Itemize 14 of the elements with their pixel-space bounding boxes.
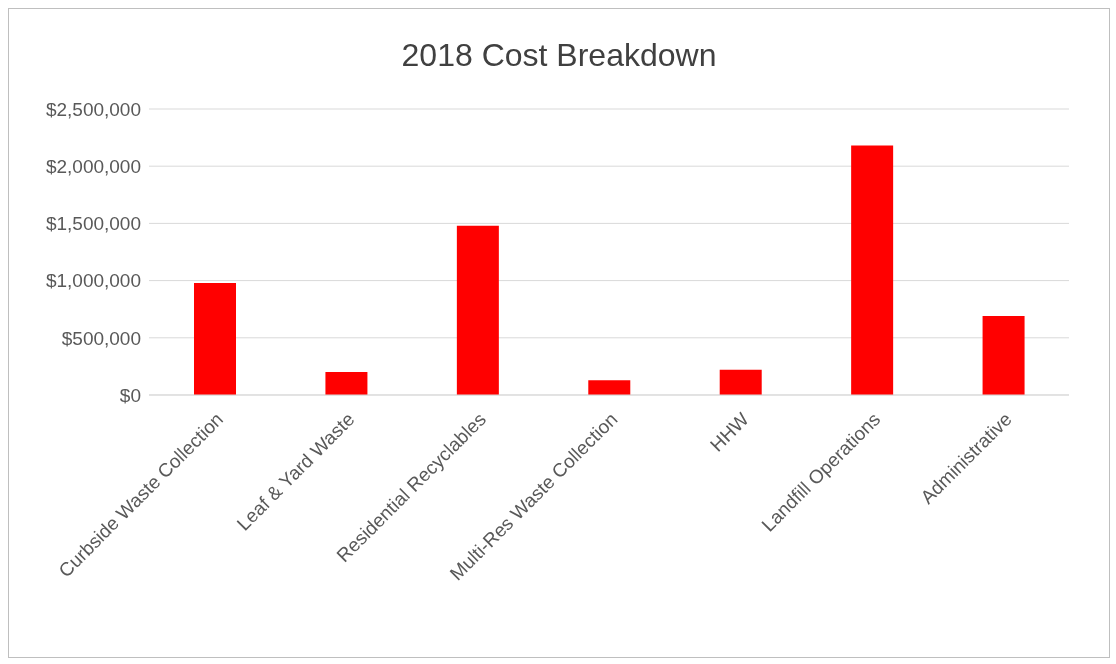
y-tick-label: $2,000,000: [45, 155, 141, 177]
bar: [851, 145, 894, 395]
y-tick-label: $2,500,000: [45, 98, 141, 120]
y-tick-label: $1,500,000: [45, 213, 141, 235]
bar: [456, 225, 499, 395]
chart-title: 2018 Cost Breakdown: [400, 36, 718, 75]
y-tick-label: $500,000: [61, 327, 141, 349]
bar: [194, 282, 236, 395]
bar: [325, 372, 368, 395]
bar: [588, 380, 631, 395]
y-tick-label: $1,000,000: [45, 270, 141, 292]
bar: [982, 316, 1025, 395]
y-tick-label: $0: [119, 384, 141, 406]
bar: [719, 369, 762, 395]
